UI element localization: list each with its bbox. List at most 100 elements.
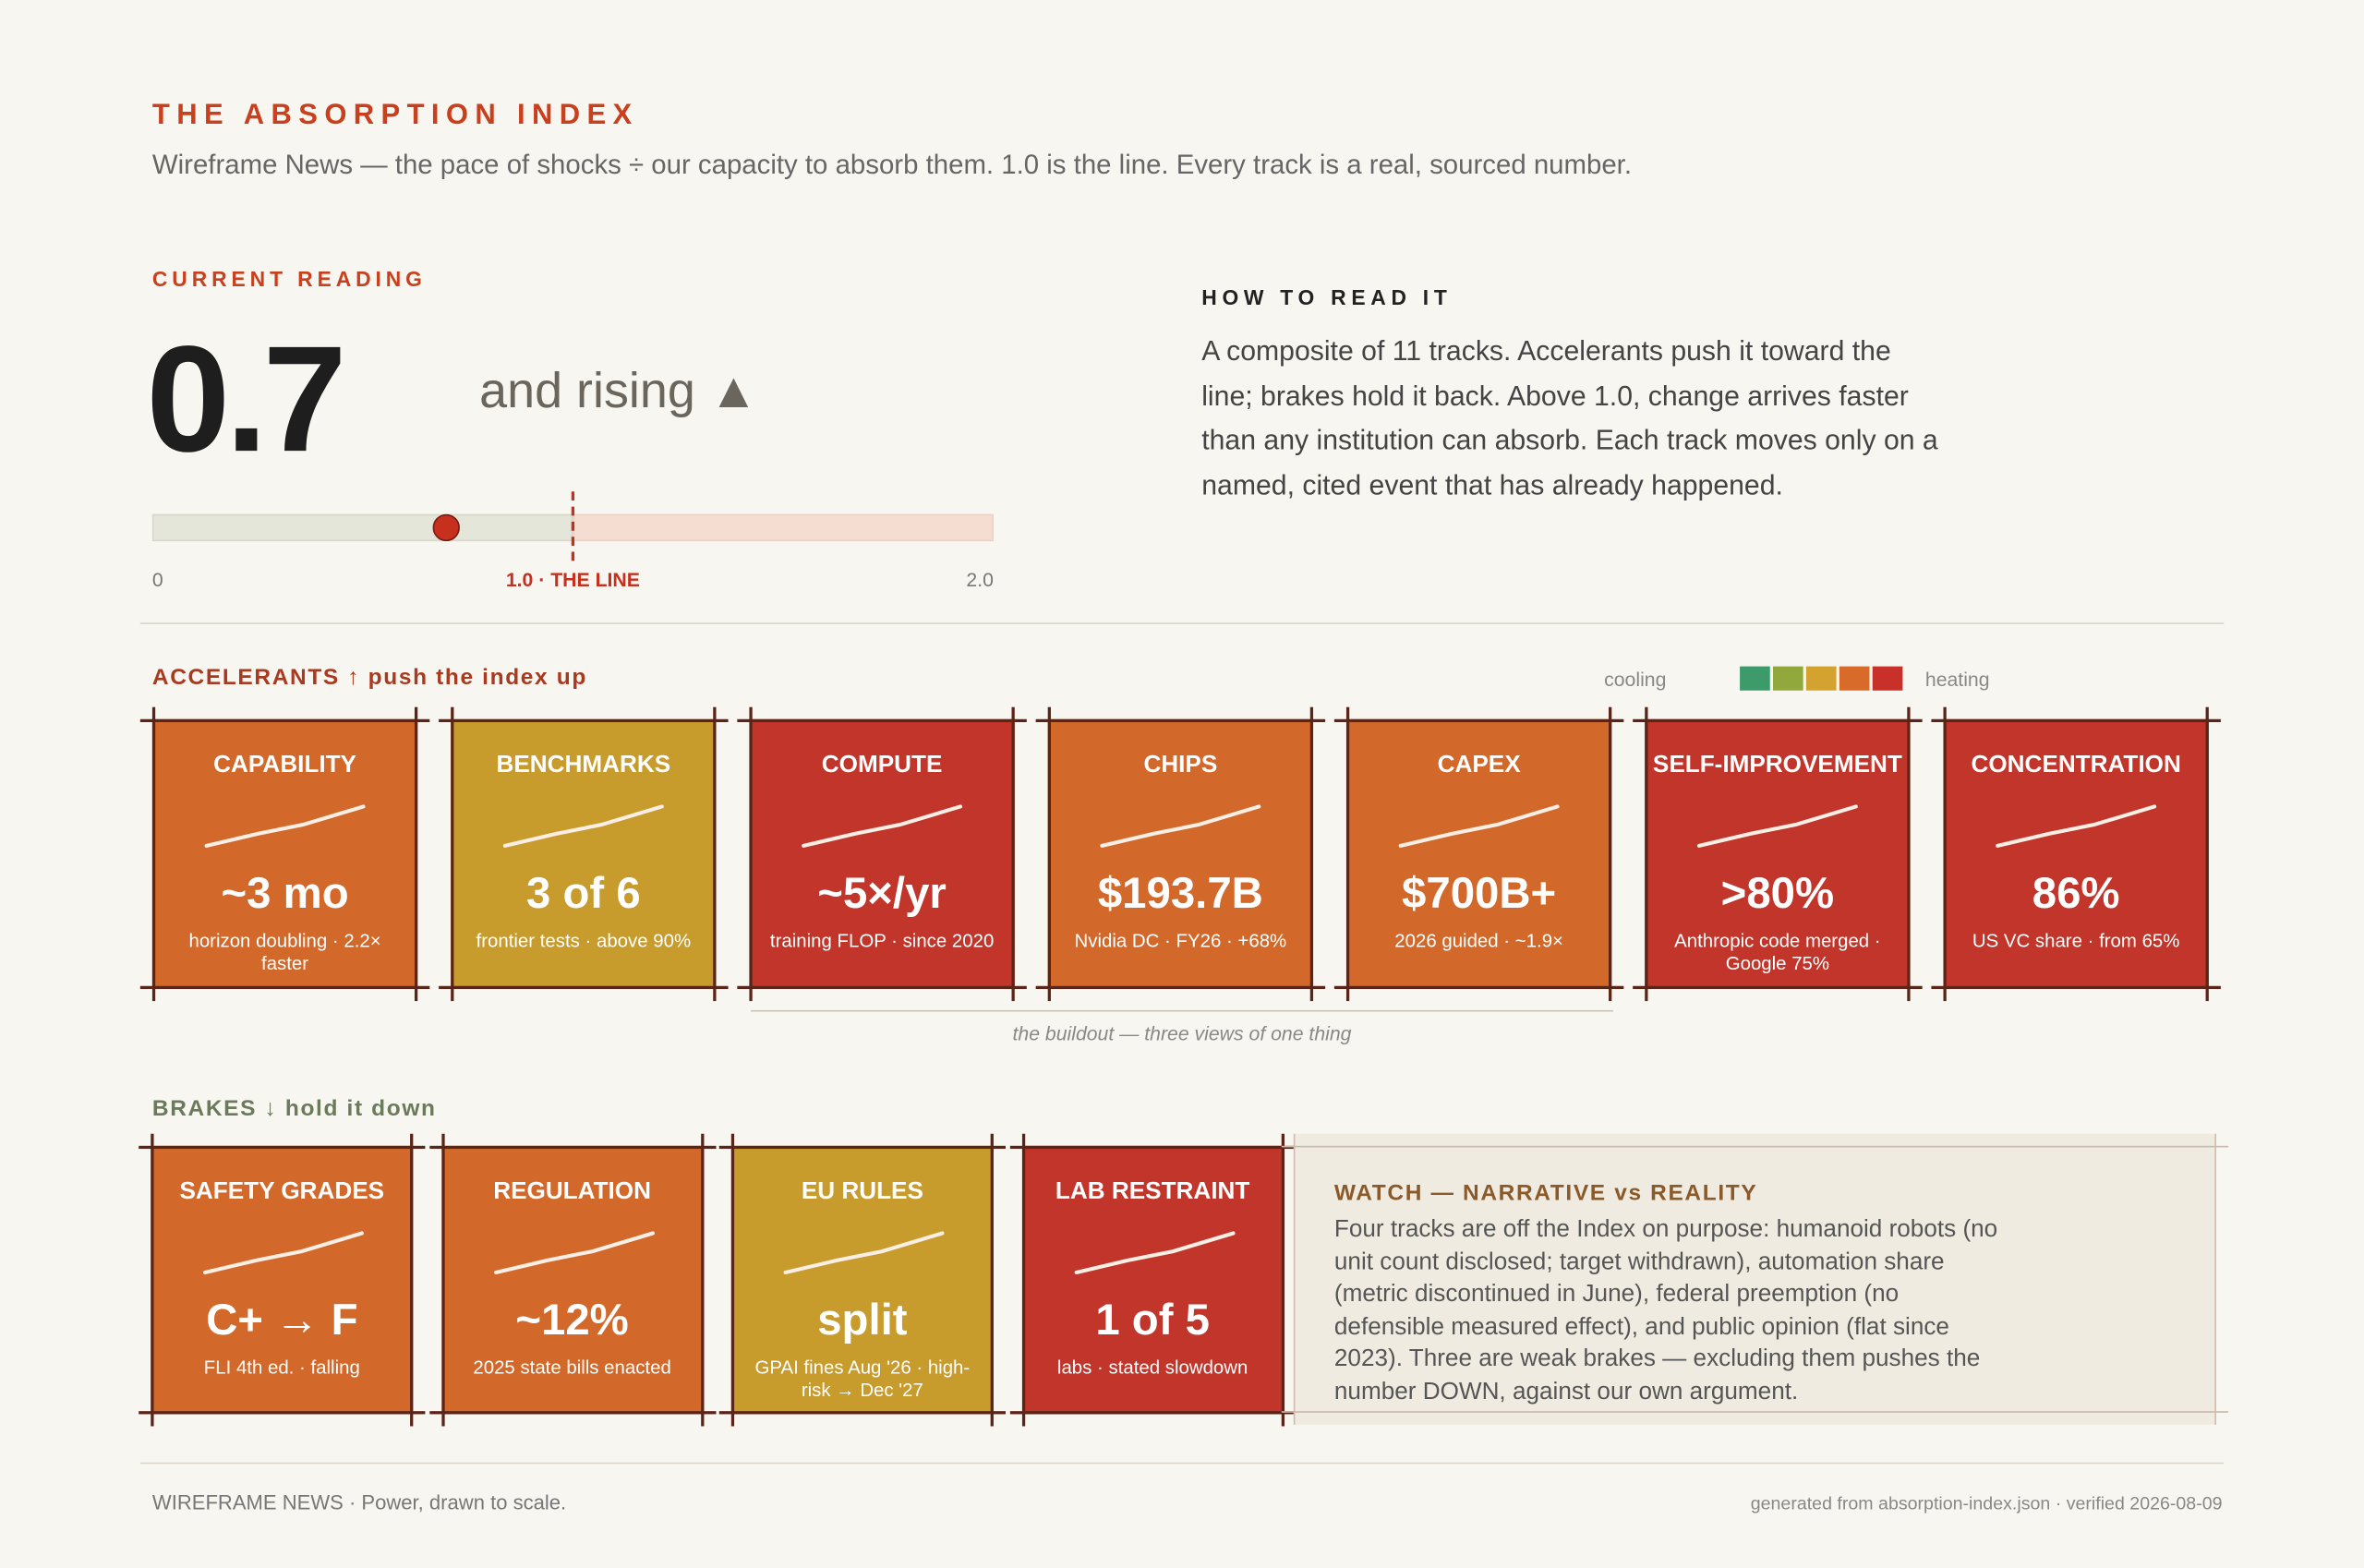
track-card: CAPABILITY ~3 mo horizon doubling · 2.2× f… xyxy=(139,706,430,1002)
footer-left: WIREFRAME NEWS · Power, drawn to scale. xyxy=(151,1490,567,1514)
sparkline-path xyxy=(1073,1231,1235,1274)
track-name: BENCHMARKS xyxy=(496,752,671,778)
sparkline-path xyxy=(204,804,366,848)
sparkline xyxy=(1696,804,1858,848)
gauge: 0 1.0 · THE LINE 2.0 xyxy=(151,491,994,603)
legend-high: heating xyxy=(1924,668,1990,691)
track-name: SELF-IMPROVEMENT xyxy=(1652,752,1902,778)
track-value: $700B+ xyxy=(1402,870,1557,919)
subtitle: Wireframe News — the pace of shocks ÷ ou… xyxy=(151,149,1633,180)
track-note: 2025 state bills enacted xyxy=(473,1357,671,1379)
track-card: REGULATION ~12% 2025 state bills enacted xyxy=(428,1133,716,1427)
track-card: LAB RESTRAINT 1 of 5 labs · stated slowdow… xyxy=(1009,1133,1297,1427)
track-card: SAFETY GRADES C+ → F FLI 4th ed. · falling xyxy=(139,1133,426,1427)
track-note: Anthropic code merged · Google 75% xyxy=(1674,930,1881,974)
track-note: US VC share · from 65% xyxy=(1972,930,2180,952)
reading-dot xyxy=(433,513,461,542)
track-name: CAPEX xyxy=(1437,752,1521,778)
track-value: ~5×/yr xyxy=(817,870,947,919)
sparkline-path xyxy=(783,1231,945,1274)
track-value: $193.7B xyxy=(1097,870,1263,919)
track-card: SELF-IMPROVEMENT >80% Anthropic code merge… xyxy=(1633,706,1923,1002)
track-card: BENCHMARKS 3 of 6 frontier tests · above 9… xyxy=(439,706,729,1002)
sparkline xyxy=(802,804,963,848)
sparkline xyxy=(202,1231,364,1274)
group-bracket xyxy=(751,1009,1613,1012)
legend-swatch xyxy=(1839,666,1870,691)
how-title: HOW TO READ IT xyxy=(1201,284,1453,309)
reading-label: CURRENT READING xyxy=(151,266,427,292)
divider xyxy=(139,622,2225,624)
track-note: frontier tests · above 90% xyxy=(476,930,692,952)
threshold-line xyxy=(571,491,575,561)
sparkline-path xyxy=(502,804,664,848)
sparkline xyxy=(1073,1231,1235,1274)
track-note: FLI 4th ed. · falling xyxy=(203,1357,360,1379)
sparkline xyxy=(204,804,366,848)
track-value: 1 of 5 xyxy=(1095,1297,1210,1345)
track-value: >80% xyxy=(1720,870,1835,919)
track-name: LAB RESTRAINT xyxy=(1055,1178,1250,1205)
legend-swatches xyxy=(1740,666,1903,691)
track-card: COMPUTE ~5×/yr training FLOP · since 2020 xyxy=(737,706,1027,1002)
track-name: COMPUTE xyxy=(821,752,943,778)
sparkline xyxy=(1100,804,1261,848)
track-note: labs · stated slowdown xyxy=(1056,1357,1248,1379)
track-card: CAPEX $700B+ 2026 guided · ~1.9× xyxy=(1333,706,1624,1002)
track-value: 3 of 6 xyxy=(525,870,641,919)
how-text: A composite of 11 tracks. Accelerants pu… xyxy=(1201,334,1938,501)
legend-swatch xyxy=(1772,666,1803,691)
sparkline-path xyxy=(1996,804,2157,848)
legend-swatch xyxy=(1805,666,1837,691)
track-note: horizon doubling · 2.2× faster xyxy=(188,930,381,974)
track-name: CHIPS xyxy=(1143,752,1218,778)
watch-text: Four tracks are off the Index on purpose… xyxy=(1333,1216,1998,1405)
sparkline xyxy=(502,804,664,848)
track-card: CHIPS $193.7B Nvidia DC · FY26 · +68% xyxy=(1035,706,1326,1002)
sparkline-path xyxy=(1398,804,1560,848)
track-name: EU RULES xyxy=(801,1178,923,1205)
track-value: ~3 mo xyxy=(221,870,349,919)
track-name: REGULATION xyxy=(493,1178,651,1205)
sparkline xyxy=(1398,804,1560,848)
brakes-label: BRAKES ↓ hold it down xyxy=(151,1095,437,1122)
accelerants-label: ACCELERANTS ↑ push the index up xyxy=(151,664,587,691)
track-note: Nvidia DC · FY26 · +68% xyxy=(1074,930,1287,952)
threshold-label: 1.0 · THE LINE xyxy=(505,568,640,591)
legend-swatch xyxy=(1872,666,1903,691)
track-value: split xyxy=(817,1297,908,1345)
sparkline xyxy=(1996,804,2157,848)
track-note: 2026 guided · ~1.9× xyxy=(1394,930,1563,952)
track-value: ~12% xyxy=(515,1297,629,1345)
track-note: GPAI fines Aug '26 · high-risk → Dec '27 xyxy=(754,1357,971,1401)
divider xyxy=(139,1462,2225,1465)
sparkline-path xyxy=(493,1231,655,1274)
track-card: EU RULES split GPAI fines Aug '26 · high-r… xyxy=(718,1133,1006,1427)
gauge-safe-zone xyxy=(151,513,573,542)
legend-low: cooling xyxy=(1604,668,1667,691)
track-name: SAFETY GRADES xyxy=(179,1178,385,1205)
watch-box: WATCH — NARRATIVE vs REALITY Four tracks… xyxy=(1281,1133,2229,1425)
sparkline xyxy=(493,1231,655,1274)
sparkline-path xyxy=(202,1231,364,1274)
title: THE ABSORPTION INDEX xyxy=(151,99,639,132)
sparkline xyxy=(783,1231,945,1274)
sparkline-path xyxy=(1100,804,1261,848)
sparkline-path xyxy=(802,804,963,848)
track-value: C+ → F xyxy=(206,1297,358,1345)
track-note: training FLOP · since 2020 xyxy=(769,930,995,952)
track-name: CAPABILITY xyxy=(213,752,356,778)
legend-swatch xyxy=(1740,666,1770,691)
group-note: the buildout — three views of one thing xyxy=(1012,1021,1352,1045)
gauge-danger-zone xyxy=(573,513,994,542)
sparkline-path xyxy=(1696,804,1858,848)
gauge-min-label: 0 xyxy=(151,568,163,591)
footer-right: generated from absorption-index.json · v… xyxy=(1750,1492,2223,1514)
reading-value: 0.7 xyxy=(146,315,346,485)
track-card: CONCENTRATION 86% US VC share · from 65% xyxy=(1931,706,2221,1002)
watch-title: WATCH — NARRATIVE vs REALITY xyxy=(1333,1180,1758,1207)
track-value: 86% xyxy=(2032,870,2120,919)
